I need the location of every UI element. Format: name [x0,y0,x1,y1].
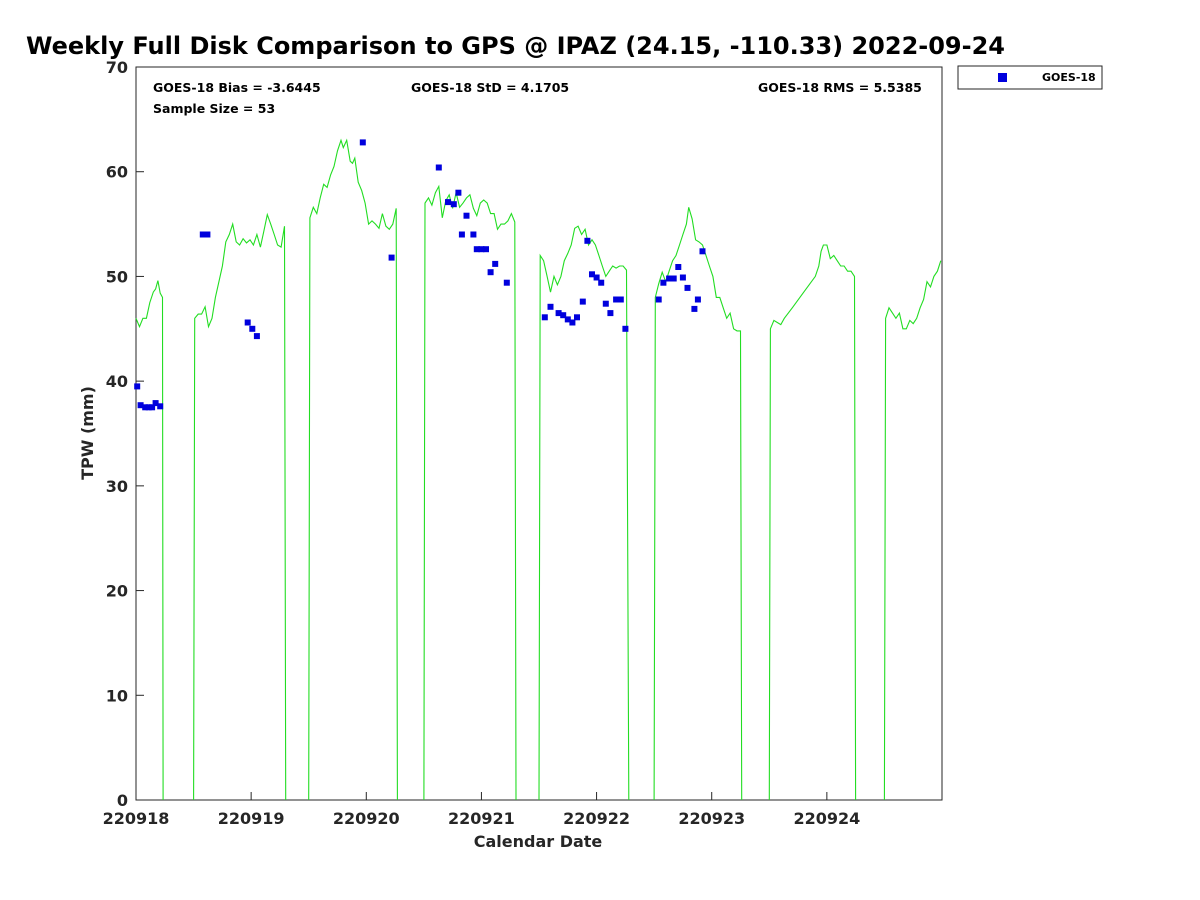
gps-line-segment [308,138,398,801]
y-tick-label: 20 [106,582,128,601]
goes-18-point [359,139,366,146]
goes-18-point [541,314,548,321]
goes-18-point [555,310,562,317]
goes-18-point [145,404,152,411]
goes-18-point [487,269,494,276]
goes-18-point [574,314,580,321]
y-tick-label: 30 [106,477,128,496]
goes-18-point [569,319,576,326]
sample-size-stat: Sample Size = 53 [153,101,275,116]
goes-18-point [613,296,620,303]
goes-18-point [149,404,156,411]
goes-18-point [492,260,499,267]
x-tick-label: 220920 [333,809,400,828]
y-tick-label: 60 [106,163,128,182]
goes-18-point [244,319,251,326]
legend-marker [998,73,1007,82]
y-axis-label: TPW (mm) [78,386,97,480]
bias-stat: GOES-18 Bias = -3.6445 [153,80,321,95]
gps-line-segment [653,207,743,801]
legend-entry-goes-18: GOES-18 [1042,71,1096,84]
gps-line-segment [768,244,857,801]
goes-18-point [388,254,395,261]
goes-18-point [584,237,591,244]
goes-18-point [607,310,614,317]
goes-18-point [593,274,600,281]
goes-18-point [622,325,629,332]
y-tick-label: 0 [117,791,128,810]
goes-18-point [691,305,698,312]
goes-18-point [602,300,609,307]
goes-18-point [598,279,605,286]
gps-line-segment [538,225,630,801]
goes-18-point [589,271,595,278]
goes-18-point [450,201,457,208]
chart-title: Weekly Full Disk Comparison to GPS @ IPA… [26,32,1005,60]
goes-18-point [660,279,667,286]
goes-18-point [249,325,256,332]
std-stat: GOES-18 StD = 4.1705 [411,80,569,95]
plot-area [134,66,943,801]
x-axis-label: Calendar Date [474,832,603,851]
y-axis: 0 10 20 30 40 50 60 70 [106,58,144,810]
goes-18-point [142,404,149,411]
goes-18-point [684,284,691,291]
goes-18-point [694,296,701,303]
gps-series [135,138,942,801]
goes-18-point [679,274,686,281]
goes-18-point [199,231,206,238]
goes-18-point [470,231,477,238]
goes-18-point [483,246,489,253]
goes-18-point [547,303,554,310]
y-tick-label: 70 [106,58,128,77]
goes-18-point [560,312,567,319]
legend-box [957,65,1103,90]
x-tick-label: 220918 [103,809,170,828]
goes-18-point [564,316,571,323]
goes-18-point [503,279,510,286]
goes-18-point [253,333,260,340]
goes-18-point [655,296,662,303]
gps-line-segment [135,280,164,801]
y-tick-label: 10 [106,686,128,705]
goes-18-series [134,139,706,411]
rms-stat: GOES-18 RMS = 5.5385 [758,80,922,95]
gps-line-segment [423,184,517,801]
goes-18-point [152,400,159,407]
goes-18-point [445,199,451,206]
goes-18-point [455,189,462,196]
goes-18-point [435,164,442,171]
gps-line-segment [193,212,287,801]
legend: GOES-18 [957,65,1103,90]
goes-18-point [458,231,465,238]
goes-18-point [134,383,141,390]
gps-line-segment [883,260,942,801]
goes-18-point [157,403,164,410]
goes-18-point [699,248,706,255]
x-tick-label: 220923 [678,809,745,828]
goes-18-point [617,296,624,303]
x-tick-label: 220924 [793,809,860,828]
goes-18-point [675,264,682,270]
y-tick-label: 50 [106,267,128,286]
goes-18-point [473,246,480,253]
goes-18-point [579,298,586,305]
goes-18-point [463,212,470,219]
x-axis: 220918 220919 220920 220921 220922 220923 2209… [103,792,860,828]
goes-18-point [204,231,211,238]
y-tick-label: 40 [106,372,128,391]
goes-18-point [137,402,144,409]
goes-18-point [670,275,677,282]
x-tick-label: 220922 [563,809,630,828]
goes-18-point [478,246,485,253]
x-tick-label: 220921 [448,809,515,828]
x-tick-label: 220919 [218,809,285,828]
goes-18-point [666,275,673,282]
